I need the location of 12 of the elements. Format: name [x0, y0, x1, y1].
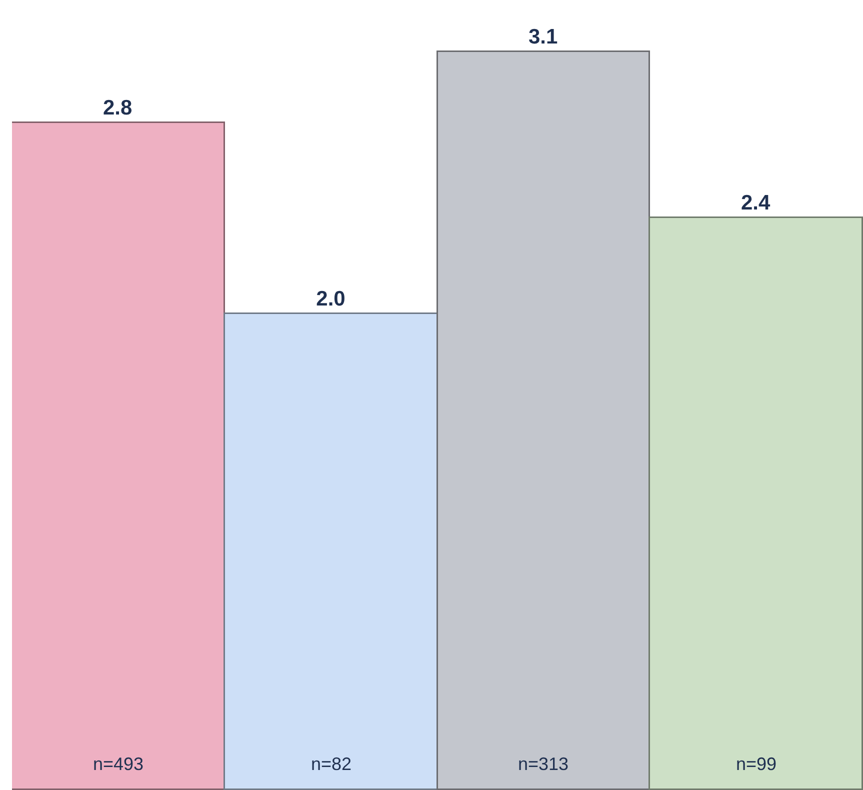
bar	[648, 216, 863, 790]
annotation: n=313	[518, 754, 569, 774]
annotation: n=493	[93, 754, 144, 774]
bar	[436, 50, 650, 790]
data-label: 3.1	[528, 25, 558, 48]
bar	[12, 122, 225, 790]
annotation: n=82	[311, 754, 352, 774]
data-label: 2.0	[316, 287, 346, 310]
annotation: n=99	[736, 754, 777, 774]
data-label: 2.8	[102, 96, 133, 120]
bar	[224, 312, 438, 790]
data-label: 2.4	[740, 191, 771, 214]
